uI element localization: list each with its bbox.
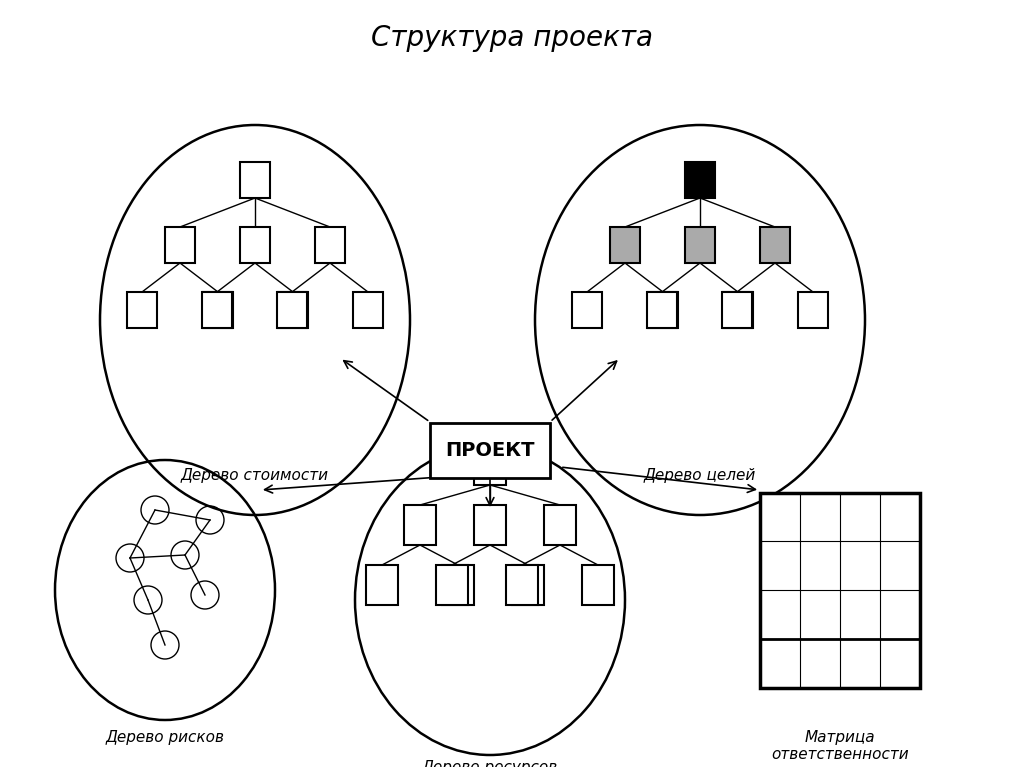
Bar	[404, 505, 436, 545]
Text: Дерево целей: Дерево целей	[644, 468, 756, 483]
Bar	[278, 292, 308, 328]
Bar	[436, 565, 468, 605]
Bar	[278, 292, 307, 328]
Text: ПРОЕКТ: ПРОЕКТ	[445, 440, 535, 459]
Bar	[240, 162, 270, 198]
Bar	[474, 505, 506, 545]
Bar	[582, 565, 614, 605]
Bar	[610, 227, 640, 263]
Bar	[647, 292, 677, 328]
Bar	[315, 227, 345, 263]
Bar	[353, 292, 383, 328]
Bar	[648, 292, 678, 328]
Text: Матрица
ответственности: Матрица ответственности	[771, 730, 909, 762]
Bar	[202, 292, 232, 328]
Bar	[165, 227, 195, 263]
Bar	[760, 492, 920, 687]
Bar	[430, 423, 550, 478]
Bar	[474, 445, 506, 485]
Bar	[442, 565, 474, 605]
Bar	[544, 505, 575, 545]
Bar	[203, 292, 233, 328]
Text: Структура проекта: Структура проекта	[371, 24, 653, 52]
Text: Дерево ресурсов: Дерево ресурсов	[422, 760, 558, 767]
Bar	[127, 292, 157, 328]
Bar	[240, 227, 270, 263]
Bar	[723, 292, 753, 328]
Bar	[722, 292, 752, 328]
Bar	[366, 565, 398, 605]
Text: Дерево стоимости: Дерево стоимости	[181, 468, 329, 483]
Bar	[572, 292, 602, 328]
Bar	[685, 227, 715, 263]
Bar	[760, 227, 790, 263]
Bar	[798, 292, 828, 328]
Bar	[512, 565, 544, 605]
Bar	[506, 565, 538, 605]
Bar	[685, 162, 715, 198]
Text: Дерево рисков: Дерево рисков	[105, 730, 224, 745]
